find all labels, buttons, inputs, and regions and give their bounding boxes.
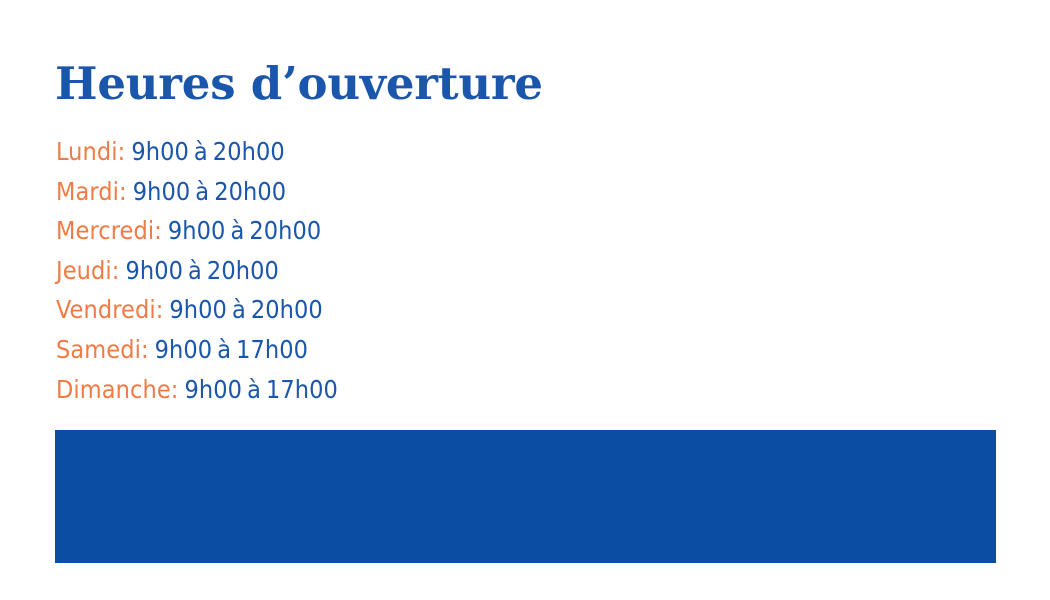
day-hours: 9h00 à 20h00 [131,137,284,166]
day-label: Jeudi: [56,255,120,285]
open-time: 9h00 [131,137,189,166]
day-label: Dimanche: [56,374,179,404]
day-label: Lundi: [56,137,126,166]
day-hours: 9h00 à 20h00 [168,216,321,245]
list-item: Samedi: 9h00 à 17h00 [56,330,696,370]
close-time: 20h00 [206,255,279,285]
day-label: Mercredi: [56,216,162,246]
close-time: 20h00 [212,137,285,166]
open-time: 9h00 [169,295,227,325]
close-time: 17h00 [265,374,338,404]
day-hours: 9h00 à 17h00 [184,375,337,404]
time-separator: à [231,295,246,325]
time-separator: à [230,216,245,246]
day-label: Samedi: [56,334,149,364]
time-separator: à [195,176,210,206]
list-item: Mardi: 9h00 à 20h00 [56,172,696,212]
open-time: 9h00 [132,176,191,206]
time-separator: à [217,334,232,364]
time-separator: à [188,255,202,285]
open-time: 9h00 [167,216,226,246]
open-time: 9h00 [125,255,184,285]
list-item: Dimanche: 9h00 à 17h00 [56,370,696,410]
day-hours: 9h00 à 17h00 [155,335,308,364]
open-time: 9h00 [184,374,243,404]
open-time: 9h00 [154,334,213,364]
close-time: 17h00 [236,334,309,364]
time-separator: à [193,137,208,166]
day-hours: 9h00 à 20h00 [125,256,278,285]
banner-placeholder-block [55,430,996,563]
day-label: Mardi: [56,176,127,206]
close-time: 20h00 [249,216,322,246]
list-item: Mercredi: 9h00 à 20h00 [56,211,696,251]
day-label: Vendredi: [56,295,164,325]
close-time: 20h00 [250,295,323,325]
list-item: Jeudi: 9h00 à 20h00 [56,251,696,291]
page-title: Heures d’ouverture [55,57,543,110]
opening-hours-list: Lundi: 9h00 à 20h00 Mardi: 9h00 à 20h00 Mercre… [56,132,696,409]
day-hours: 9h00 à 20h00 [133,177,286,206]
day-hours: 9h00 à 20h00 [169,295,322,324]
close-time: 20h00 [214,176,287,206]
list-item: Lundi: 9h00 à 20h00 [56,132,696,172]
time-separator: à [247,374,261,404]
list-item: Vendredi: 9h00 à 20h00 [56,290,696,330]
